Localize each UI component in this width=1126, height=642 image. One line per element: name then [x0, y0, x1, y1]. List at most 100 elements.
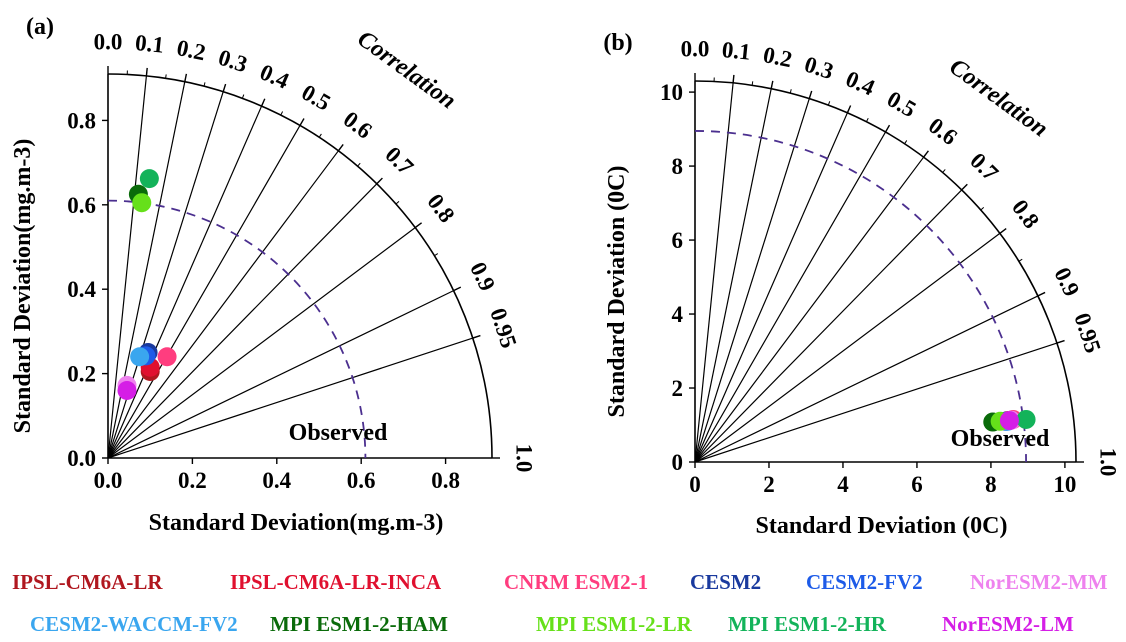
correlation-minor-tick — [395, 200, 400, 205]
correlation-minor-tick — [1018, 258, 1023, 262]
y-tick-label: 2 — [672, 376, 684, 401]
correlation-tick-label: 0.0 — [94, 29, 123, 54]
y-tick-label: 8 — [672, 154, 684, 179]
correlation-tick-label: 0.2 — [761, 42, 794, 72]
panel-b: (b) 0.0 0.1 0.2 0.3 0.40.50.60.70.80.9 0.95 1.0… — [603, 30, 1120, 539]
outer-arc — [694, 80, 1077, 463]
correlation-minor-tick — [357, 162, 361, 167]
y-tick-label: 0.4 — [67, 277, 96, 302]
y-axis-title: Standard Deviation(mg.m-3) — [10, 139, 36, 434]
y-tick-label: 0.0 — [67, 446, 96, 471]
legend-entry: CNRM ESM2-1 — [504, 570, 649, 594]
correlation-minor-tick — [414, 224, 419, 229]
correlation-ray — [694, 156, 925, 463]
correlation-tick-label: 1.0 — [512, 444, 537, 473]
data-point — [139, 169, 159, 189]
y-tick-label: 0.2 — [67, 362, 96, 387]
correlation-tick-label: 0.95 — [485, 305, 521, 351]
correlation-ray — [694, 131, 887, 463]
correlation-minor-tick — [980, 206, 985, 211]
data-point — [1016, 409, 1036, 429]
correlation-ray — [107, 227, 416, 459]
x-tick-label: 0.4 — [262, 468, 291, 493]
correlation-minor-tick — [241, 94, 245, 99]
correlation-tick-label: 0.8 — [422, 189, 459, 227]
legend-entry: IPSL-CM6A-LR-INCA — [230, 570, 442, 594]
correlation-minor-tick — [453, 288, 458, 292]
data-point — [157, 347, 177, 367]
correlation-tick-label: 0.5 — [883, 86, 920, 122]
y-tick-label: 0 — [672, 450, 684, 475]
y-tick-label: 10 — [660, 80, 683, 105]
correlation-ray — [694, 98, 810, 463]
correlation-minor-tick — [261, 102, 264, 107]
correlation-minor-tick — [866, 117, 869, 122]
correlation-tick-label: 1.0 — [1096, 448, 1121, 477]
x-tick-label: 0.2 — [178, 468, 207, 493]
correlation-tick-label: 0.6 — [339, 106, 377, 143]
correlation-minor-tick — [751, 81, 754, 86]
legend-entry: CESM2 — [690, 570, 762, 594]
legend-entry: CESM2-FV2 — [806, 570, 923, 594]
x-tick-label: 0.0 — [94, 468, 123, 493]
correlation-minor-tick — [827, 101, 831, 106]
correlation-ray — [107, 183, 378, 459]
data-point — [132, 193, 152, 213]
legend-entry: NorESM2-MM — [970, 570, 1108, 594]
y-axis-title: Standard Deviation (0C) — [604, 165, 630, 417]
correlation-ray — [107, 75, 147, 459]
x-tick-label: 8 — [985, 472, 997, 497]
correlation-minor-tick — [808, 94, 811, 99]
panel-a: (a)0.0 0.1 0.2 0.3 0.40.50.60.70.80.90.951.0… — [10, 14, 537, 536]
correlation-tick-label: 0.7 — [965, 148, 1003, 186]
legend-entry: MPI ESM1-2-HAM — [270, 612, 448, 636]
data-point — [999, 411, 1019, 431]
panel-label: (a) — [26, 14, 54, 40]
correlation-ray — [694, 88, 772, 463]
taylor-figure: (a)0.0 0.1 0.2 0.3 0.40.50.60.70.80.90.951.0… — [10, 14, 1121, 539]
x-tick-label: 4 — [837, 472, 849, 497]
correlation-minor-tick — [337, 147, 342, 152]
correlation-tick-label: 0.3 — [802, 52, 837, 84]
correlation-tick-label: 0.5 — [297, 80, 334, 116]
correlation-minor-tick — [942, 169, 946, 173]
correlation-minor-tick — [1037, 293, 1042, 297]
correlation-minor-tick — [376, 180, 380, 185]
y-tick-label: 4 — [672, 302, 684, 327]
correlation-ray — [107, 91, 224, 459]
correlation-ray — [694, 189, 963, 463]
y-tick-label: 0.8 — [67, 108, 96, 133]
correlation-tick-label: 0.1 — [721, 37, 752, 65]
legend-entry: CESM2-WACCM-FV2 — [30, 612, 238, 636]
correlation-tick-label: 0.4 — [842, 66, 879, 101]
correlation-minor-tick — [280, 111, 284, 116]
correlation-ray — [107, 105, 263, 459]
x-axis-title: Standard Deviation(mg.m-3) — [149, 510, 444, 536]
observed-reference-arc — [694, 130, 1027, 463]
legend-entry: IPSL-CM6A-LR — [12, 570, 163, 594]
correlation-minor-tick — [472, 336, 477, 339]
correlation-tick-label: 0.7 — [380, 142, 418, 180]
observed-label: Observed — [951, 426, 1050, 452]
correlation-minor-tick — [961, 186, 965, 191]
outer-arc — [107, 73, 493, 459]
correlation-ray — [107, 150, 339, 459]
correlation-tick-label: 0.4 — [256, 59, 293, 94]
legend-entry: MPI ESM1-2-LR — [536, 612, 692, 636]
correlation-minor-tick — [299, 121, 303, 126]
correlation-tick-label: 0.9 — [1049, 263, 1084, 300]
correlation-ray — [107, 337, 473, 459]
correlation-minor-tick — [923, 153, 927, 158]
correlation-minor-tick — [1056, 341, 1061, 344]
correlation-tick-label: 0.0 — [681, 36, 710, 61]
correlation-minor-tick — [434, 253, 439, 257]
correlation-minor-tick — [885, 128, 888, 133]
y-tick-label: 0.6 — [67, 193, 96, 218]
correlation-ray — [107, 81, 186, 459]
correlation-tick-label: 0.1 — [134, 30, 165, 58]
observed-label: Observed — [289, 420, 388, 446]
correlation-minor-tick — [999, 230, 1004, 234]
correlation-ray — [694, 295, 1039, 463]
correlation-minor-tick — [770, 84, 773, 89]
correlation-minor-tick — [789, 89, 792, 94]
